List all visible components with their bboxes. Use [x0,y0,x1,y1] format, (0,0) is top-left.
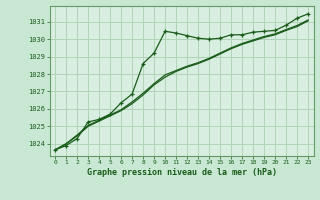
X-axis label: Graphe pression niveau de la mer (hPa): Graphe pression niveau de la mer (hPa) [87,168,276,177]
